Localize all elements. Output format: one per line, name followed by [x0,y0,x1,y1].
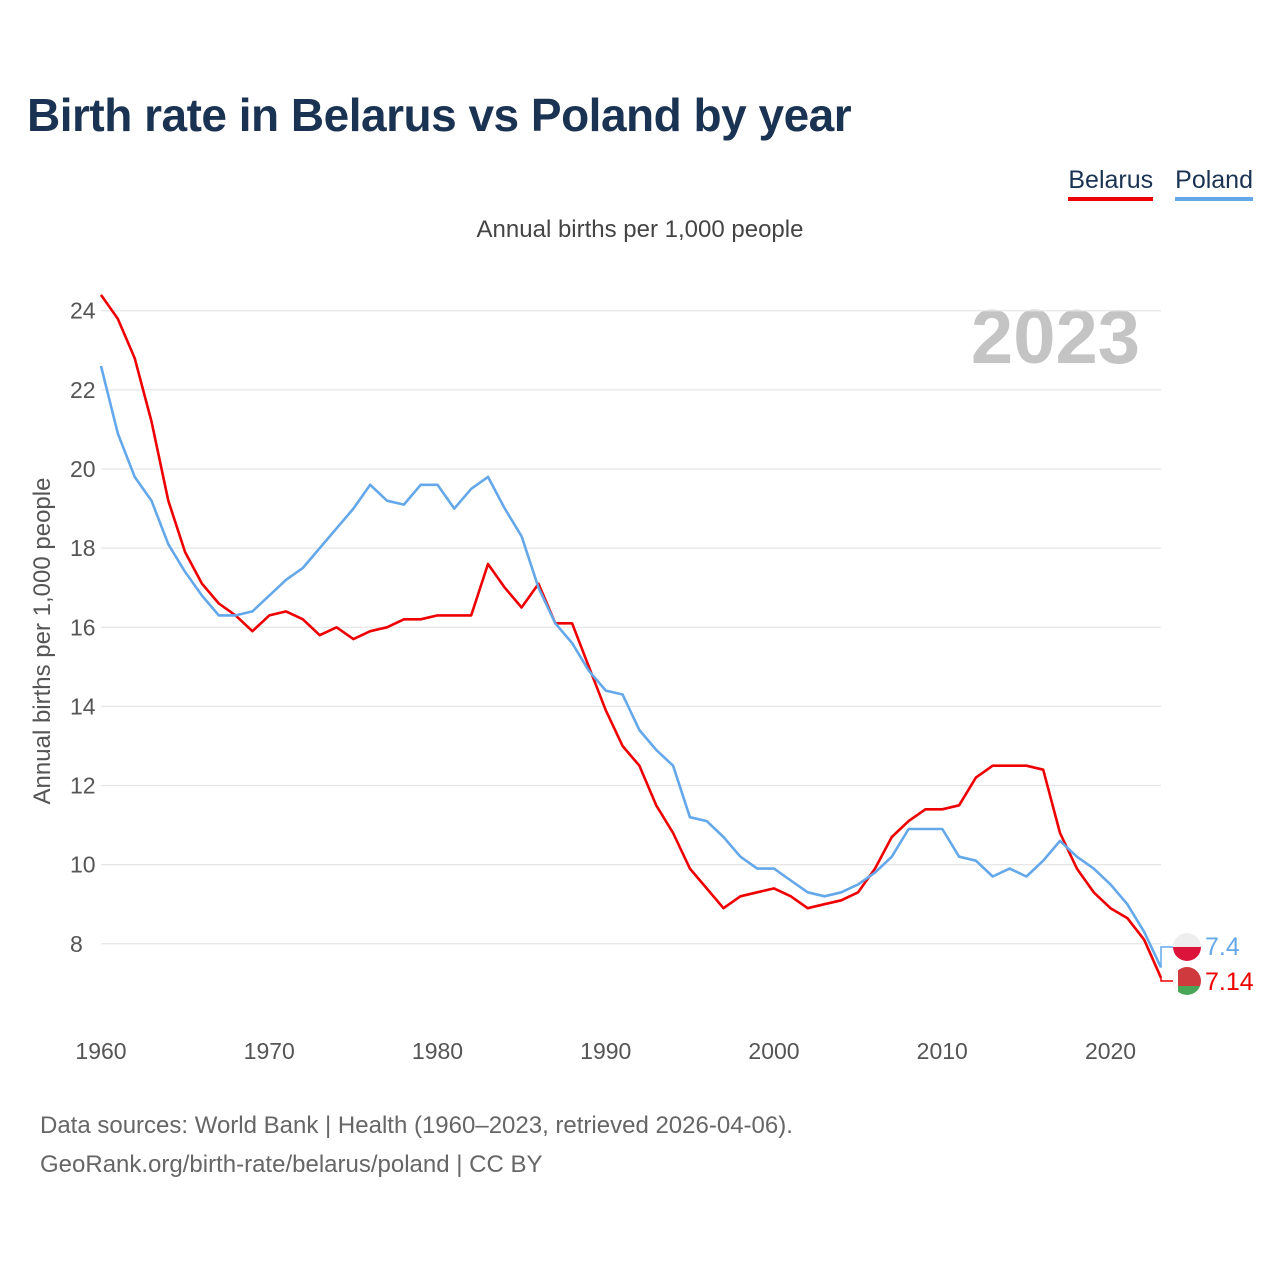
poland-leader-line [1160,946,1173,968]
footer-sources: Data sources: World Bank | Health (1960–… [40,1112,793,1139]
poland-flag-icon [1173,933,1201,961]
y-tick-label: 20 [70,456,96,482]
y-tick-label: 10 [70,852,96,878]
year-display: 2023 [970,295,1140,380]
belarus-leader-line [1160,977,1173,982]
y-tick-label: 12 [70,773,96,799]
y-tick-label: 14 [70,693,96,719]
footer: Data sources: World Bank | Health (1960–… [40,1106,793,1184]
x-tick-label: 2010 [917,1038,968,1064]
series-line-poland [99,365,1163,969]
y-tick-label: 24 [70,298,96,324]
x-tick-label: 1970 [244,1038,295,1064]
x-tick-label: 1990 [580,1038,631,1064]
y-tick-label: 18 [70,535,96,561]
series-line-belarus [99,294,1163,979]
x-tick-label: 2020 [1085,1038,1136,1064]
y-tick-label: 8 [70,931,83,957]
x-tick-label: 1980 [412,1038,463,1064]
legend-item-belarus[interactable]: Belarus [1068,166,1154,201]
legend: Belarus Poland [1068,166,1253,201]
x-tick-label: 2000 [748,1038,799,1064]
belarus-end-value: 7.14 [1205,968,1254,996]
y-tick-label: 22 [70,377,96,403]
footer-link[interactable]: GeoRank.org/birth-rate/belarus/poland | … [40,1151,543,1178]
y-tick-label: 16 [70,614,96,640]
x-tick-label: 1960 [75,1038,126,1064]
poland-end-value: 7.4 [1205,933,1240,961]
y-axis-label: Annual births per 1,000 people [29,478,56,805]
chart-title: Birth rate in Belarus vs Poland by year [27,89,852,141]
chart-subtitle: Annual births per 1,000 people [476,216,804,243]
belarus-flag-icon [1173,967,1201,995]
legend-item-poland[interactable]: Poland [1175,166,1253,201]
